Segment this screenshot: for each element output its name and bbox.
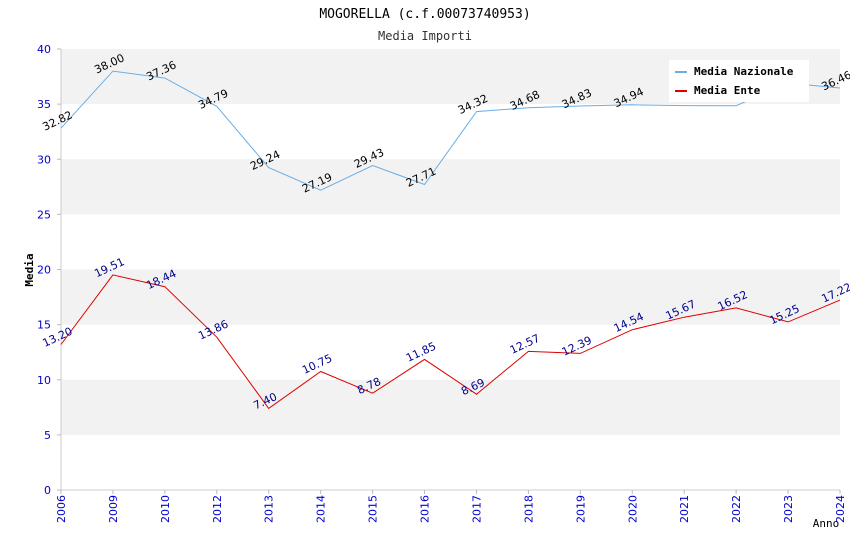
legend-label-media-ente: Media Ente [694, 84, 761, 97]
y-tick-label: 35 [37, 98, 51, 111]
x-tick-label: 2018 [522, 495, 535, 523]
x-tick-label: 2013 [263, 495, 276, 523]
x-tick-label: 2020 [626, 495, 639, 523]
x-tick-label: 2021 [678, 495, 691, 523]
series-line-0 [60, 70, 841, 191]
y-tick-label: 40 [37, 43, 51, 56]
y-tick-label: 10 [37, 374, 51, 387]
x-tick-label: 2022 [730, 495, 743, 523]
data-label: 11.85 [404, 340, 438, 365]
x-tick-label: 2012 [211, 495, 224, 523]
series-lines [60, 70, 841, 410]
y-tick-label: 0 [44, 484, 51, 497]
plot-band [61, 379, 840, 435]
plot-band [61, 269, 840, 325]
series-line-1 [60, 274, 841, 410]
plot-bands [61, 49, 840, 435]
plot-band [61, 159, 840, 215]
data-label: 10.75 [300, 352, 334, 377]
y-tick-label: 25 [37, 208, 51, 221]
x-tick-label: 2019 [574, 495, 587, 523]
legend-label-media-nazionale: Media Nazionale [694, 65, 794, 78]
y-tick-label: 30 [37, 153, 51, 166]
data-label: 32.82 [40, 108, 74, 133]
y-tick-label: 15 [37, 319, 51, 332]
x-tick-label: 2010 [159, 495, 172, 523]
x-tick-label: 2017 [470, 495, 483, 523]
legend-box [669, 60, 809, 102]
y-tick-label: 20 [37, 264, 51, 277]
chart-title: MOGORELLA (c.f.00073740953) [319, 7, 530, 22]
x-tick-label: 2015 [367, 495, 380, 523]
x-tick-label: 2023 [782, 495, 795, 523]
x-axis-label: Anno [813, 517, 840, 530]
axes: 0 5 10 15 20 25 30 35 40 2006 2009 2010 2012 2013 2014… [37, 43, 847, 523]
x-tick-label: 2014 [315, 495, 328, 523]
y-tick-label: 5 [44, 429, 51, 442]
legend: Media Nazionale Media Ente [669, 60, 809, 102]
data-label: 12.57 [508, 332, 542, 357]
chart-subtitle: Media Importi [378, 29, 472, 43]
x-tick-label: 2024 [834, 495, 847, 523]
x-tick-label: 2009 [107, 495, 120, 523]
y-axis-label: Media [23, 253, 36, 286]
x-tick-label: 2016 [419, 495, 432, 523]
data-label: 12.39 [560, 334, 594, 359]
x-tick-label: 2006 [55, 495, 68, 523]
